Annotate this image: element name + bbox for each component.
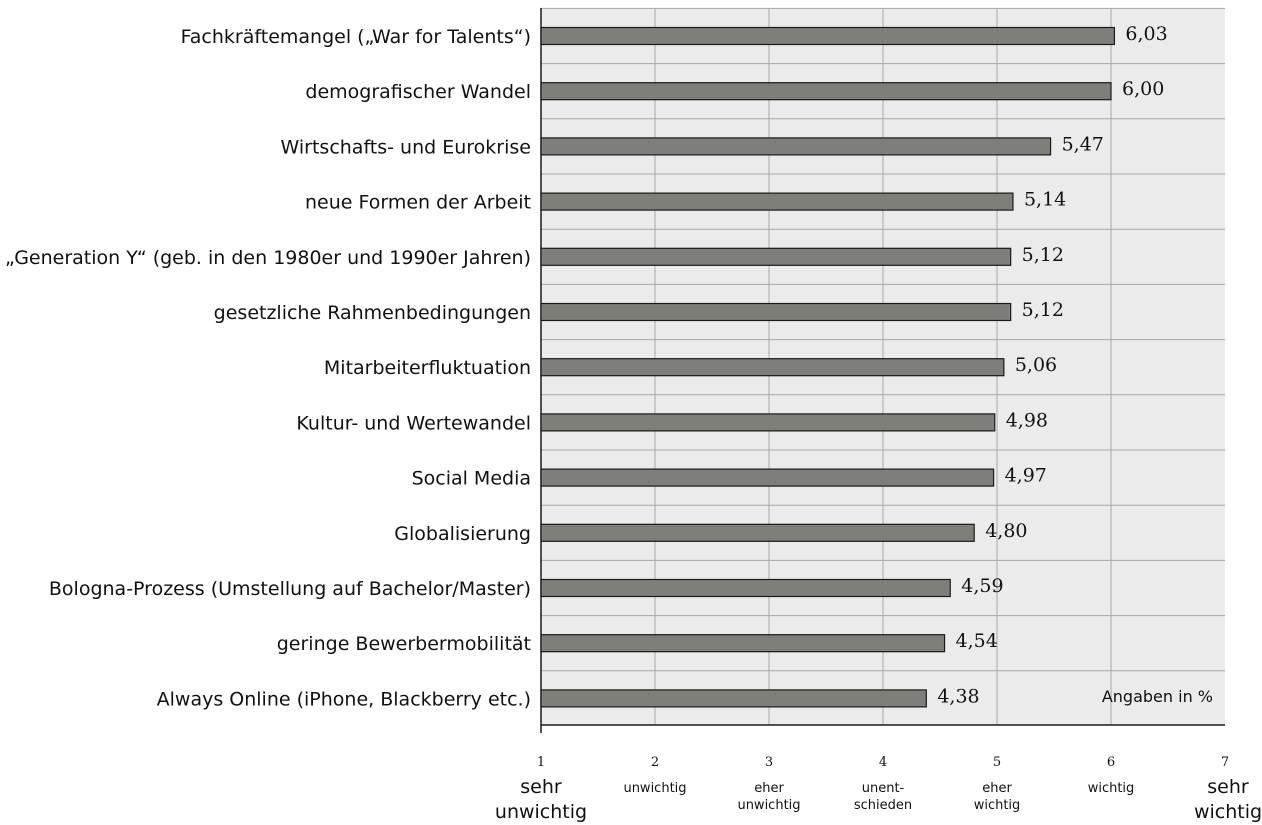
- value-label: 4,97: [1005, 465, 1047, 487]
- x-tick-number: 3: [765, 755, 773, 770]
- bar: [540, 137, 1052, 156]
- bar: [540, 247, 1012, 266]
- bar: [540, 26, 1116, 46]
- category-label: „Generation Y“ (geb. in den 1980er und 1…: [5, 247, 531, 269]
- x-tick-number: 4: [879, 755, 887, 770]
- bar: [540, 634, 946, 653]
- bar: [540, 689, 927, 708]
- value-label: 4,98: [1006, 409, 1048, 431]
- bar: [540, 82, 1112, 101]
- bar: [540, 302, 1012, 322]
- category-label: Globalisierung: [394, 523, 531, 545]
- value-label: 4,54: [956, 630, 998, 652]
- bar: [540, 468, 995, 487]
- x-tick-label: unwichtig: [737, 798, 800, 813]
- bar: [540, 192, 1014, 211]
- x-tick-number: 1: [537, 755, 545, 770]
- category-label: Kultur- und Wertewandel: [296, 412, 531, 434]
- bar: [540, 413, 996, 432]
- category-label: gesetzliche Rahmenbedingungen: [214, 302, 531, 324]
- value-label: 5,12: [1022, 299, 1064, 321]
- x-tick-number: 6: [1107, 755, 1115, 770]
- x-tick-label: sehr: [520, 776, 562, 798]
- value-label: 4,59: [961, 575, 1003, 597]
- x-tick-label: unwichtig: [623, 781, 686, 796]
- x-tick-number: 5: [993, 755, 1001, 770]
- x-tick-label: wichtig: [1194, 801, 1262, 823]
- value-label: 5,47: [1062, 133, 1104, 155]
- category-label: Bologna-Prozess (Umstellung auf Bachelor…: [49, 578, 531, 600]
- category-label: Fachkräftemangel („War for Talents“): [181, 26, 531, 48]
- x-tick-label: wichtig: [1088, 781, 1135, 796]
- value-label: 5,12: [1022, 244, 1064, 266]
- category-label: geringe Bewerbermobilität: [277, 633, 531, 655]
- value-label: 6,00: [1122, 78, 1164, 100]
- x-tick-number: 2: [651, 755, 659, 770]
- x-tick-label: eher: [754, 781, 784, 796]
- bar: [540, 578, 951, 598]
- x-tick-label: schieden: [854, 798, 912, 813]
- value-label: 6,03: [1125, 23, 1167, 45]
- bar: [540, 358, 1005, 377]
- value-label: 5,06: [1015, 354, 1057, 376]
- category-label: demografischer Wandel: [305, 81, 531, 103]
- units-note: Angaben in %: [1102, 687, 1213, 706]
- category-label: neue Formen der Arbeit: [305, 192, 531, 214]
- category-label: Mitarbeiterfluktuation: [324, 357, 531, 379]
- bar: [540, 523, 975, 542]
- x-tick-number: 7: [1221, 755, 1229, 770]
- value-label: 4,38: [937, 685, 979, 707]
- value-label: 4,80: [985, 520, 1027, 542]
- x-tick-label: unent-: [862, 781, 905, 796]
- x-tick-label: unwichtig: [495, 801, 587, 823]
- x-tick-label: sehr: [1207, 776, 1249, 798]
- value-label: 5,14: [1024, 189, 1066, 211]
- category-label: Wirtschafts- und Eurokrise: [281, 136, 531, 158]
- category-label: Social Media: [412, 468, 531, 490]
- x-tick-label: wichtig: [974, 798, 1021, 813]
- x-tick-label: eher: [982, 781, 1012, 796]
- category-label: Always Online (iPhone, Blackberry etc.): [157, 688, 531, 710]
